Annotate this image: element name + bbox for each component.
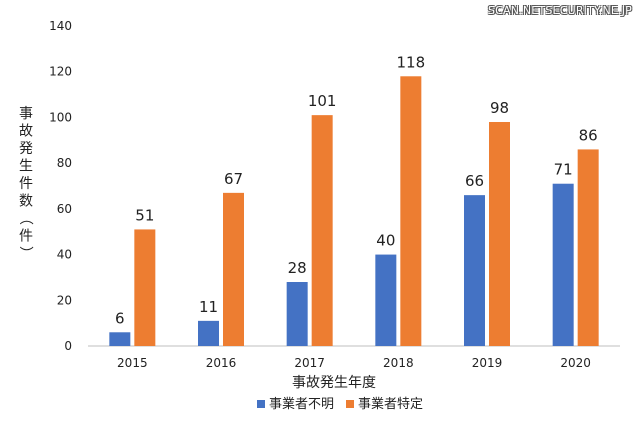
y-axis-title-char: 生 [19,159,33,175]
bar-unknown-2017 [286,282,308,346]
data-label: 11 [199,298,218,316]
bar-identified-2018 [400,76,422,347]
y-axis-title-char: 数 [19,194,33,210]
bar-identified-2017 [311,115,333,347]
y-tick-label: 40 [57,248,72,262]
data-label: 51 [135,206,154,224]
x-axis-ticks: 2015 2016 2017 2018 2019 2020 [117,356,591,370]
bar-identified-2020 [577,149,599,346]
bar-identified-2015 [134,229,156,346]
data-label: 86 [579,126,598,144]
data-labels: 6 51 11 67 28 101 40 118 66 98 71 86 [115,53,598,327]
data-label: 67 [224,170,243,188]
y-axis-ticks: 0 20 40 60 80 100 120 140 [49,19,72,353]
legend: 事業者不明 事業者特定 [257,396,423,412]
x-tick-label: 2018 [383,356,414,370]
y-axis-title-char: （ [17,211,33,225]
x-tick-label: 2020 [560,356,591,370]
y-tick-label: 100 [49,110,72,124]
legend-swatch [257,400,265,408]
legend-label: 事業者不明 [269,396,334,412]
y-axis-title-char: 発 [19,141,33,157]
data-label: 71 [554,161,573,179]
y-axis-title-char: 事 [19,106,33,122]
bar-unknown-2016 [198,320,219,346]
data-label: 40 [376,232,395,250]
legend-swatch [346,400,354,408]
x-tick-label: 2017 [294,356,325,370]
bar-unknown-2018 [375,254,397,346]
data-label: 66 [465,172,484,190]
bar-unknown-2015 [109,332,131,346]
watermark-text: SCAN.NETSECURITY.NE.JP [487,4,632,17]
x-tick-label: 2016 [206,356,237,370]
y-axis-title-char: 件 [19,229,33,245]
y-axis-title-char: 故 [19,124,33,140]
x-tick-label: 2019 [472,356,503,370]
legend-label: 事業者特定 [358,396,423,412]
data-label: 98 [490,99,509,117]
data-label: 101 [308,92,337,110]
x-tick-label: 2015 [117,356,148,370]
y-tick-label: 0 [64,339,72,353]
bar-series-group [109,76,599,347]
y-tick-label: 60 [57,202,72,216]
bar-unknown-2019 [464,195,485,346]
bar-identified-2019 [489,122,510,346]
data-label: 6 [115,309,125,327]
data-label: 28 [288,259,307,277]
y-tick-label: 140 [49,19,72,33]
y-tick-label: 80 [57,156,72,170]
bar-identified-2016 [223,192,244,346]
bar-unknown-2020 [552,183,574,346]
y-tick-label: 120 [49,65,72,79]
y-axis-title-char: 件 [19,176,33,192]
y-axis-title-char: ） [17,246,33,260]
y-tick-label: 20 [57,293,72,307]
x-axis-title: 事故発生年度 [292,375,376,391]
data-label: 118 [397,53,426,71]
